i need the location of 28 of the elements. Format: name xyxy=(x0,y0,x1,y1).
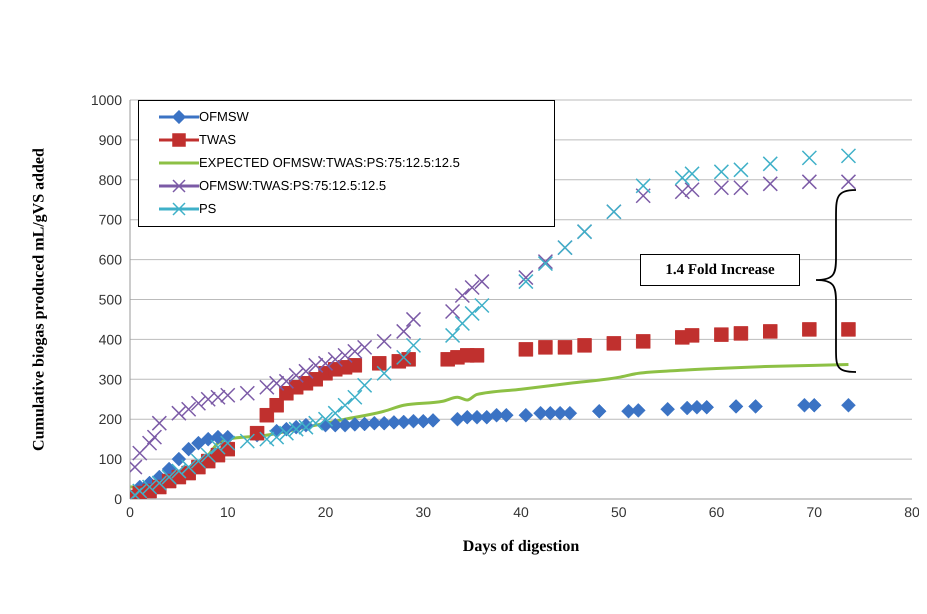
x-tick-label: 40 xyxy=(513,504,529,520)
x-tick-label: 10 xyxy=(220,504,236,520)
legend-label: EXPECTED OFMSW:TWAS:PS:75:12.5:12.5 xyxy=(199,155,460,170)
x-axis-title: Days of digestion xyxy=(462,538,580,555)
y-tick-label: 1000 xyxy=(90,92,122,108)
x-tick-label: 30 xyxy=(415,504,432,520)
y-tick-label: 500 xyxy=(98,291,122,308)
x-tick-label: 50 xyxy=(610,504,627,520)
y-tick-label: 700 xyxy=(98,212,122,228)
text-box: 1.4 Fold Increase xyxy=(640,254,800,286)
legend-label: OFMSW:TWAS:PS:75:12.5:12.5 xyxy=(199,178,386,193)
y-tick-label: 400 xyxy=(98,331,122,348)
y-tick-label: 200 xyxy=(98,411,122,428)
legend-label: TWAS xyxy=(199,132,236,147)
x-tick-label: 20 xyxy=(318,504,334,520)
x-tick-label: 60 xyxy=(708,504,724,520)
y-tick-label: 900 xyxy=(98,132,122,148)
y-tick-label: 300 xyxy=(98,371,122,388)
y-tick-label: 600 xyxy=(98,252,122,268)
x-tick-label: 0 xyxy=(126,504,134,520)
y-tick-label: 100 xyxy=(98,451,122,468)
x-tick-label: 80 xyxy=(904,504,920,520)
legend-label: PS xyxy=(199,201,216,216)
y-axis-title: Cumulative biogas produced mL/gVS added xyxy=(30,148,48,451)
y-tick-label: 800 xyxy=(98,172,122,188)
legend-label: OFMSW xyxy=(199,109,249,124)
y-tick-label: 0 xyxy=(114,490,122,507)
x-tick-label: 70 xyxy=(806,504,822,520)
